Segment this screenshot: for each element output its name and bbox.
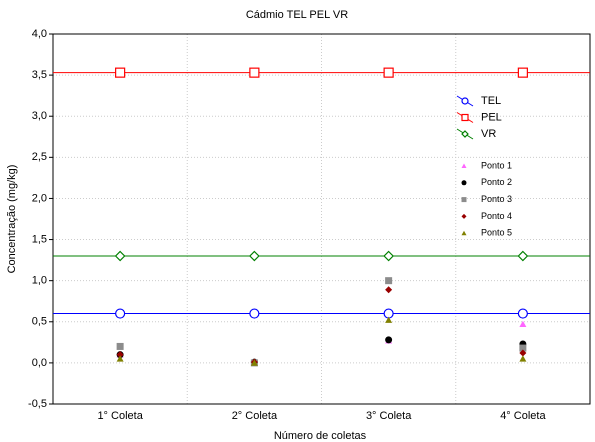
plot-border bbox=[52, 33, 591, 405]
marker bbox=[116, 351, 124, 359]
marker bbox=[116, 342, 124, 350]
x-tick-label: 1° Coleta bbox=[97, 410, 143, 422]
legend-label: VR bbox=[481, 128, 496, 140]
y-tick-label: 2,5 bbox=[32, 151, 47, 163]
chart-title: Cádmio TEL PEL VR bbox=[246, 9, 348, 21]
marker bbox=[461, 97, 469, 105]
marker bbox=[461, 213, 467, 219]
y-tick-label: 3,0 bbox=[32, 110, 47, 122]
marker bbox=[383, 67, 394, 78]
legend-label: Ponto 5 bbox=[481, 228, 512, 238]
x-axis-label: Número de coletas bbox=[274, 430, 367, 442]
y-axis-label: Concentração (mg/kg) bbox=[6, 165, 18, 274]
marker bbox=[115, 308, 126, 319]
y-tick-label: 0,0 bbox=[32, 357, 47, 369]
y-tick-label: 0,5 bbox=[32, 316, 47, 328]
marker bbox=[249, 250, 260, 262]
legend-label: Ponto 1 bbox=[481, 160, 512, 170]
marker bbox=[249, 308, 260, 319]
y-tick-label: 1,5 bbox=[32, 233, 47, 245]
x-tick-label: 4° Coleta bbox=[500, 410, 546, 422]
marker bbox=[385, 316, 393, 323]
marker bbox=[250, 359, 258, 366]
legend-label: TEL bbox=[481, 95, 501, 107]
y-tick-label: 1,0 bbox=[32, 275, 47, 287]
marker bbox=[519, 355, 527, 362]
legend-label: Ponto 4 bbox=[481, 211, 512, 221]
marker bbox=[114, 250, 126, 262]
x-tick-label: 2° Coleta bbox=[232, 410, 278, 422]
marker bbox=[461, 163, 467, 168]
legend-label: PEL bbox=[481, 111, 502, 123]
marker bbox=[385, 336, 393, 344]
marker bbox=[461, 113, 469, 122]
marker bbox=[461, 230, 467, 236]
x-tick-label: 3° Coleta bbox=[366, 410, 412, 422]
marker bbox=[461, 130, 469, 138]
marker bbox=[115, 67, 126, 78]
marker bbox=[385, 277, 393, 285]
marker bbox=[116, 355, 124, 362]
marker bbox=[517, 250, 529, 262]
y-tick-label: 4,0 bbox=[32, 28, 47, 40]
marker bbox=[519, 349, 527, 357]
legend-label: Ponto 3 bbox=[481, 194, 512, 204]
marker bbox=[461, 180, 467, 186]
y-tick-label: 2,0 bbox=[32, 192, 47, 204]
marker bbox=[519, 320, 527, 328]
marker bbox=[383, 250, 394, 262]
y-tick-label: -0,5 bbox=[28, 398, 47, 410]
marker bbox=[249, 67, 260, 78]
legend-label: Ponto 2 bbox=[481, 177, 512, 187]
marker bbox=[517, 67, 528, 78]
marker bbox=[519, 344, 527, 352]
marker bbox=[385, 286, 393, 294]
y-tick-label: 3,5 bbox=[32, 69, 47, 81]
marker bbox=[517, 308, 528, 319]
marker bbox=[461, 197, 467, 203]
